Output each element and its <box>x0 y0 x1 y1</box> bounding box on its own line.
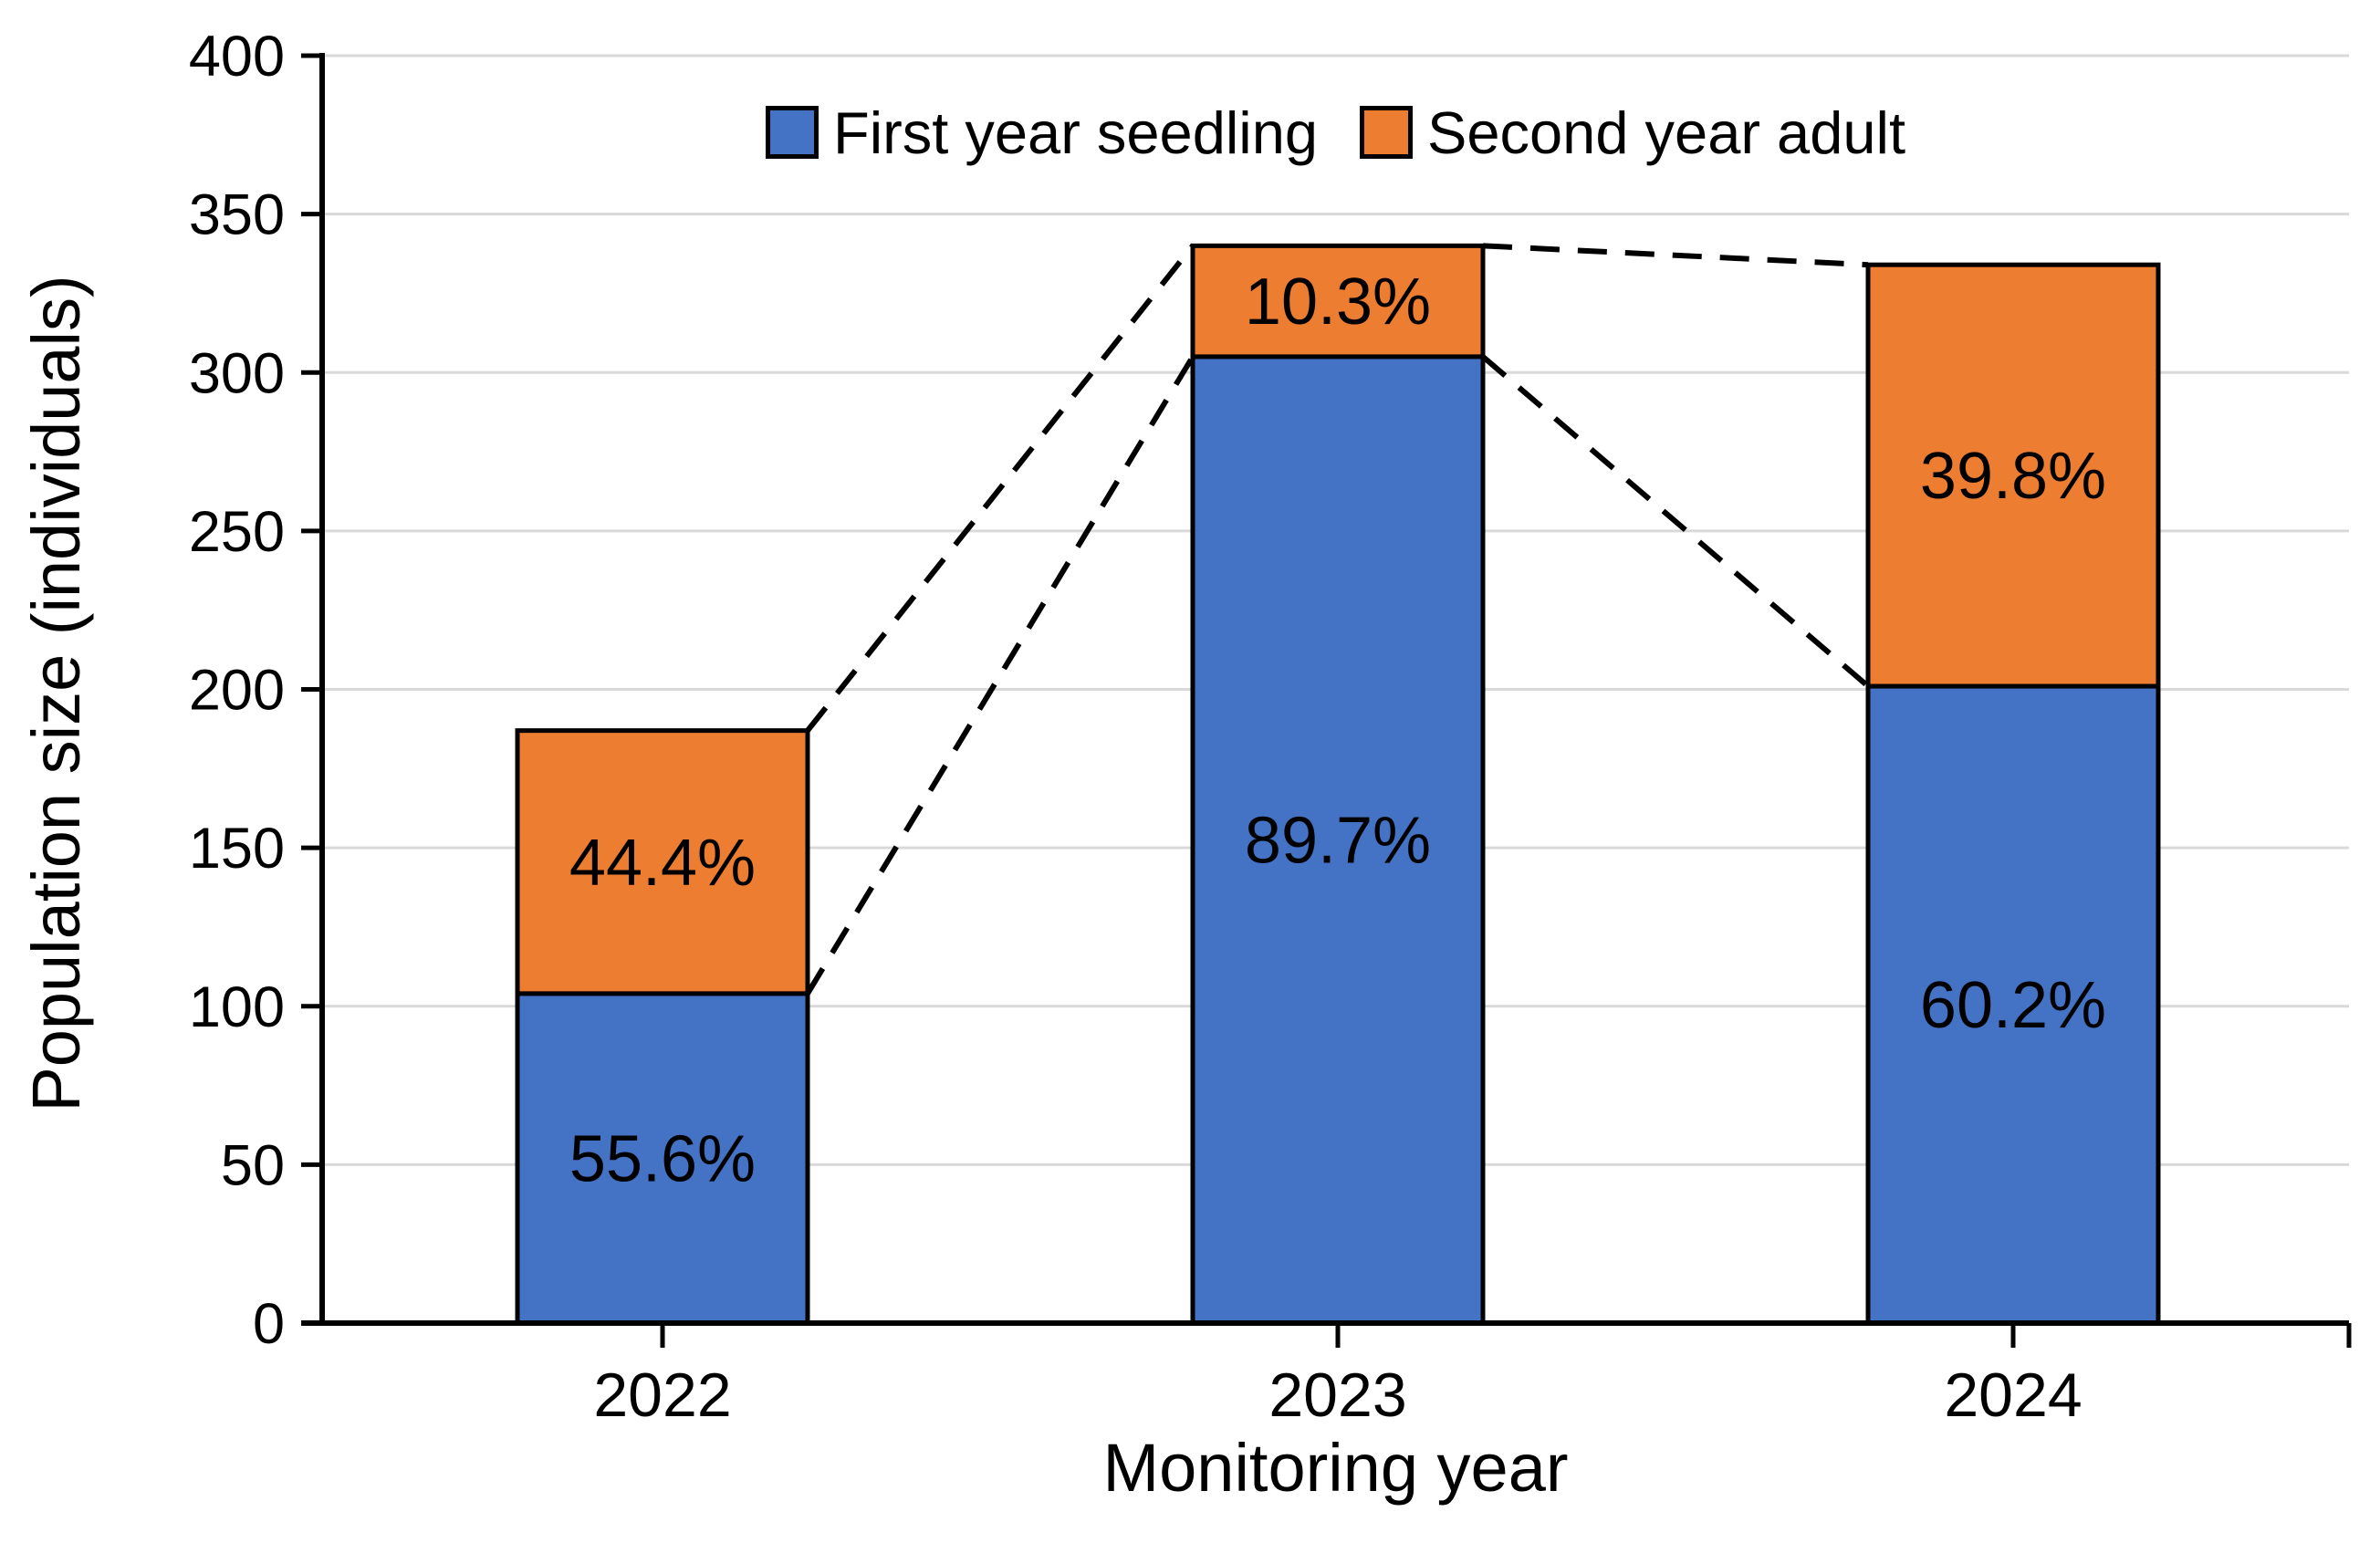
segment-label: 89.7% <box>1245 804 1431 877</box>
y-tick-label: 400 <box>189 25 285 89</box>
segment-label: 44.4% <box>569 827 756 900</box>
dashed-connector-line <box>1482 243 1869 268</box>
y-tick-label: 350 <box>189 183 285 247</box>
segment-label: 55.6% <box>569 1122 756 1195</box>
segment-label: 60.2% <box>1920 969 2106 1042</box>
dashed-connector-line <box>805 244 1195 733</box>
bar-segment-first-year-seedling <box>1190 354 1486 1326</box>
dashed-connector-line <box>1481 354 1870 689</box>
y-tick-label: 150 <box>189 817 285 881</box>
bar-segment-second-year-adult <box>1865 262 2161 689</box>
bars <box>515 243 2161 1326</box>
connector-lines <box>805 243 1870 996</box>
segment-label: 10.3% <box>1245 266 1431 339</box>
y-tick-label: 0 <box>253 1292 285 1356</box>
x-axis-title: Monitoring year <box>1102 1430 1569 1506</box>
segment-label: 39.8% <box>1920 440 2106 513</box>
bar-segment-first-year-seedling <box>1865 683 2161 1326</box>
bar-segment-second-year-adult <box>515 728 810 996</box>
y-tick-label: 100 <box>189 975 285 1039</box>
x-category-label: 2022 <box>593 1361 731 1430</box>
bar-segment-first-year-seedling <box>515 991 810 1326</box>
bar-segment-second-year-adult <box>1190 243 1486 360</box>
segment-percent-labels: 55.6% 44.4% 89.7% 10.3% 60.2% 39.8% <box>569 266 2106 1195</box>
y-tick-label: 250 <box>189 500 285 564</box>
x-category-label: 2024 <box>1944 1361 2082 1430</box>
x-category-label: 2023 <box>1268 1361 1406 1430</box>
x-tick-labels: 2022 2023 2024 <box>593 1361 2082 1430</box>
y-axis-title: Population size (individuals) <box>18 275 94 1112</box>
y-tick-label: 50 <box>221 1133 285 1197</box>
tick-marks <box>301 53 2352 1348</box>
dashed-connector-line <box>805 355 1195 996</box>
y-tick-label: 200 <box>189 659 285 723</box>
y-tick-labels: 0 50 100 150 200 250 300 350 400 <box>189 25 285 1356</box>
y-tick-label: 300 <box>189 341 285 405</box>
